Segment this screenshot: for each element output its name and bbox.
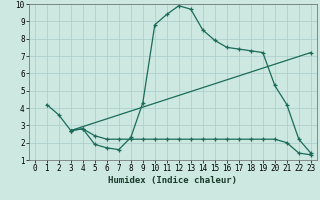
X-axis label: Humidex (Indice chaleur): Humidex (Indice chaleur) xyxy=(108,176,237,185)
